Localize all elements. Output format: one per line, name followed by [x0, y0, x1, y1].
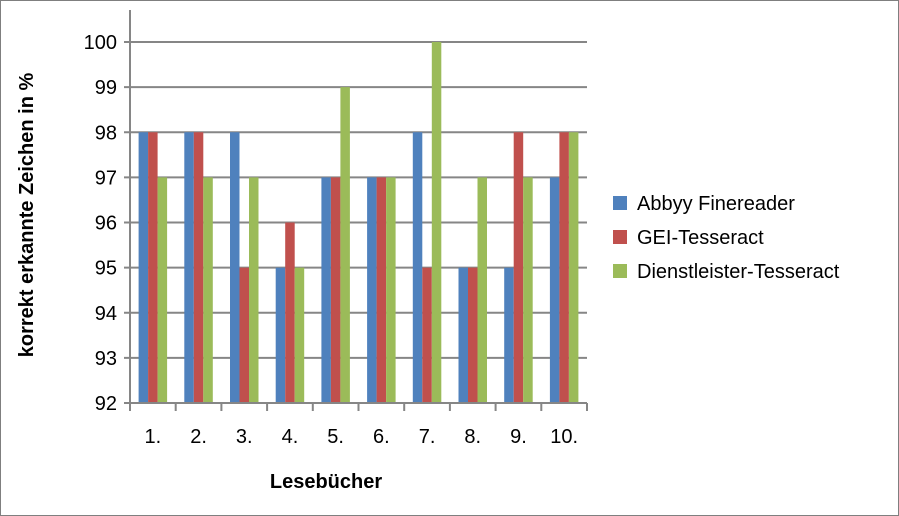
bar: [321, 177, 331, 403]
y-tick-label: 93: [95, 348, 117, 370]
bar: [285, 222, 295, 403]
bar: [239, 267, 249, 403]
legend: Abbyy Finereader GEI-Tesseract Dienstleist…: [613, 193, 840, 283]
bar: [157, 177, 168, 403]
x-tick-label: 7.: [419, 426, 436, 448]
bar: [504, 267, 514, 403]
x-tick-label: 3.: [236, 426, 253, 448]
bar: [294, 267, 305, 403]
x-tick-label: 9.: [510, 426, 527, 448]
y-tick-label: 100: [84, 32, 117, 54]
x-tick-labels: 1. 2. 3. 4. 5. 6. 7. 8. 9. 10.: [145, 426, 579, 448]
bar: [431, 42, 442, 403]
bar: [148, 132, 158, 403]
bar: [249, 177, 259, 403]
bar: [412, 132, 423, 403]
legend-label: Abbyy Finereader: [637, 193, 795, 215]
bar: [513, 132, 524, 403]
bar: [330, 177, 341, 403]
legend-swatch: [613, 264, 627, 278]
bar: [386, 177, 396, 403]
legend-swatch: [613, 230, 627, 244]
x-axis-title: Lesebücher: [270, 471, 382, 493]
bar: [230, 132, 240, 403]
y-tick-labels: 92 93 94 95 96 97 98 99 100: [84, 32, 117, 415]
bar: [367, 177, 377, 403]
x-tick-label: 6.: [373, 426, 390, 448]
y-tick-label: 96: [95, 213, 117, 235]
x-tick-label: 8.: [464, 426, 481, 448]
x-tick-label: 10.: [550, 426, 578, 448]
bar: [568, 132, 579, 403]
y-axis-title: korrekt erkannte Zeichen in %: [16, 73, 38, 358]
bar: [458, 267, 468, 403]
y-tick-label: 98: [95, 122, 117, 144]
bar: [422, 267, 432, 403]
bar: [559, 132, 569, 403]
y-tick-label: 92: [95, 393, 117, 415]
y-tick-label: 95: [95, 258, 117, 280]
bar: [193, 132, 204, 403]
legend-swatch: [613, 196, 627, 210]
x-tick-label: 2.: [190, 426, 207, 448]
axes: [124, 10, 588, 411]
bar: [523, 177, 533, 403]
x-tick-label: 1.: [145, 426, 162, 448]
bar: [468, 267, 478, 403]
x-tick-label: 5.: [327, 426, 344, 448]
bar: [549, 177, 560, 403]
bars: [138, 42, 579, 403]
bar: [184, 132, 194, 403]
legend-label: Dienstleister-Tesseract: [637, 261, 840, 283]
bar: [376, 177, 387, 403]
bar: [340, 87, 350, 403]
x-tick-label: 4.: [282, 426, 299, 448]
y-tick-label: 94: [95, 303, 117, 325]
bar: [203, 177, 213, 403]
bar: [138, 132, 149, 403]
y-tick-label: 97: [95, 167, 117, 189]
bar: [477, 177, 487, 403]
y-tick-label: 99: [95, 77, 117, 99]
bar: [275, 267, 286, 403]
legend-label: GEI-Tesseract: [637, 227, 764, 249]
